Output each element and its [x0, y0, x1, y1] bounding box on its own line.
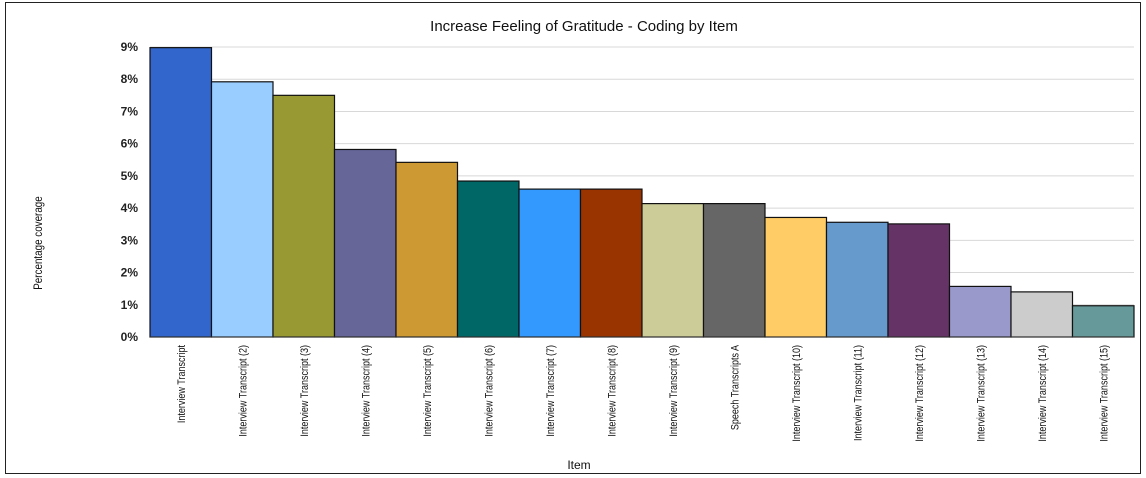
bar	[333, 148, 397, 338]
y-tick-label: 6%	[121, 137, 139, 151]
bar	[948, 285, 1012, 338]
x-tick-label: Interview Transcript (2)	[238, 345, 250, 437]
bar	[210, 81, 274, 338]
x-tick-label: Interview Transcript (3)	[299, 345, 311, 437]
bar	[702, 203, 766, 338]
x-axis-label: Item	[567, 458, 590, 472]
bar	[149, 47, 213, 338]
bar	[887, 223, 951, 338]
y-tick-label: 8%	[121, 72, 139, 86]
bar	[1071, 305, 1135, 338]
x-tick-label: Interview Transcript (7)	[545, 345, 557, 437]
chart-frame: Increase Feeling of Gratitude - Coding b…	[5, 2, 1141, 474]
x-tick-label: Interview Transcript (9)	[668, 345, 680, 437]
y-axis-ticks: 0% 1% 2% 3% 4% 5% 6% 7% 8% 9%	[121, 40, 139, 344]
x-tick-label: Interview Transcript (11)	[853, 345, 865, 441]
x-tick-label: Interview Transcript (15)	[1099, 345, 1111, 442]
y-tick-label: 4%	[121, 201, 139, 215]
bar	[395, 161, 459, 338]
bar	[825, 221, 889, 338]
y-axis-label: Percentage coverage	[32, 196, 45, 290]
x-axis-ticks: Interview Transcript Interview Transcript…	[176, 345, 1111, 442]
y-tick-label: 0%	[121, 330, 139, 344]
bar-chart: Increase Feeling of Gratitude - Coding b…	[32, 18, 1135, 472]
x-tick-label: Interview Transcript (8)	[607, 345, 619, 437]
y-tick-label: 3%	[121, 233, 139, 247]
bar	[272, 94, 336, 338]
x-tick-label: Interview Transcript (10)	[791, 345, 803, 442]
bar	[641, 203, 705, 338]
y-tick-label: 5%	[121, 169, 139, 183]
y-tick-label: 9%	[121, 40, 139, 54]
x-tick-label: Interview Transcript (13)	[976, 345, 988, 442]
x-tick-label: Interview Transcript (6)	[484, 345, 496, 437]
x-tick-label: Speech Transcripts A	[730, 345, 742, 430]
y-tick-label: 1%	[121, 298, 139, 312]
y-tick-label: 2%	[121, 266, 139, 280]
bar	[456, 180, 520, 338]
x-tick-label: Interview Transcript	[176, 345, 188, 423]
y-tick-label: 7%	[121, 104, 139, 118]
bar	[1010, 291, 1074, 338]
x-tick-label: Interview Transcript (5)	[422, 345, 434, 437]
chart-title: Increase Feeling of Gratitude - Coding b…	[430, 18, 738, 35]
x-tick-label: Interview Transcript (14)	[1037, 345, 1049, 442]
x-tick-label: Interview Transcript (4)	[361, 345, 373, 437]
x-tick-label: Interview Transcript (12)	[914, 345, 926, 442]
bar	[764, 216, 828, 338]
bar	[518, 188, 582, 338]
bars	[149, 47, 1135, 338]
bar	[579, 188, 643, 338]
